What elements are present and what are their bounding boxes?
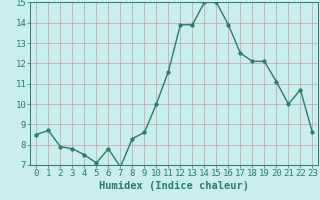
- X-axis label: Humidex (Indice chaleur): Humidex (Indice chaleur): [100, 181, 249, 191]
